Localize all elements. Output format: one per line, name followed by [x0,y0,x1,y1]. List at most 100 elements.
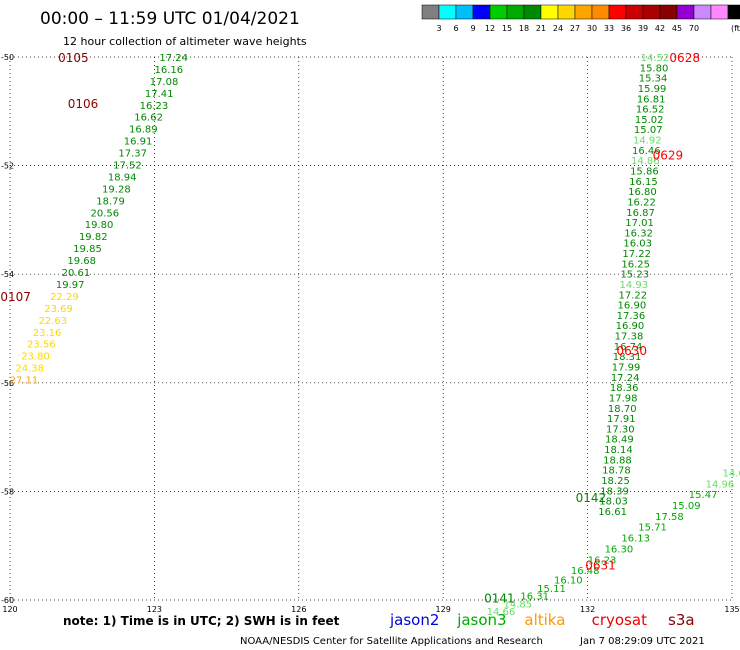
colorbar-swatch [523,4,542,20]
wave-height-value: 18.94 [108,172,137,183]
colorbar-swatch [472,4,491,20]
wave-height-value: 18.79 [96,196,125,207]
wave-height-value: 17.01 [625,218,654,229]
wave-height-value: 17.99 [612,363,641,374]
x-tick-label: 120 [2,605,17,614]
wave-height-value: 14.92 [633,136,662,147]
y-tick-label: -56 [1,379,14,388]
wave-height-value: 16.46 [632,146,661,157]
wave-height-value: 17.36 [617,311,646,322]
wave-height-value: 17.24 [159,53,188,64]
wave-height-value: 16.10 [554,575,583,586]
wave-height-value: 15.86 [630,166,659,177]
wave-height-value: 16.48 [571,566,600,577]
plot-grid [9,56,733,601]
wave-height-value: 16.90 [618,301,647,312]
wave-height-value: 17.37 [118,149,147,160]
axis-ticks: 120 123 126 129 132 135 -50 -52 -54 -56 -58 -60 [1,53,740,614]
colorbar-swatch [489,4,508,20]
colorbar-label: 45 [672,24,682,33]
colorbar-label: 30 [587,24,597,33]
wave-height-value: 15.80 [640,63,669,74]
wave-height-value: 16.80 [628,187,657,198]
wave-height-value: 16.23 [140,101,169,112]
wave-height-value: 16.30 [605,544,634,555]
footer-timestamp: Jan 7 08:29:09 UTC 2021 [579,636,705,647]
colorbar-swatch [591,4,610,20]
legend-entry: jason3 [456,611,506,629]
wave-height-value: 19.68 [67,256,96,267]
colorbar-swatch [642,4,661,20]
wave-height-value: 15.71 [638,523,667,534]
legend-entry: jason2 [389,611,439,629]
wave-height-value: 19.80 [85,220,114,231]
wave-height-value: 18.03 [599,497,628,508]
time-label: 0629 [653,149,684,163]
wave-height-value: 15.99 [638,84,667,95]
wave-height-value: 18.14 [604,445,633,456]
colorbar-swatch [659,4,678,20]
wave-height-value: 23.69 [44,304,73,315]
time-label: 0107 [0,290,31,304]
legend: jason2 jason3 altika cryosat s3a [389,611,695,629]
colorbar-swatch [693,4,712,20]
colorbar-label: 21 [536,24,546,33]
time-labels: 0105 0106 0107 0628 0629 0630 0631 0142 0141 [0,51,700,605]
colorbar-label: 18 [519,24,529,33]
colorbar-label: 27 [570,24,580,33]
time-label: 0106 [68,97,99,111]
chart-title: 00:00 – 11:59 UTC 01/04/2021 [40,9,300,29]
wave-height-value: 19.82 [79,232,108,243]
time-label: 0630 [616,344,647,358]
wave-height-value: 18.70 [608,404,637,415]
colorbar-swatch [727,4,740,20]
x-tick-label: 129 [436,605,451,614]
wave-height-value: 18.78 [602,466,631,477]
wave-height-value: 22.63 [39,316,68,327]
wave-height-value: 16.62 [134,113,163,124]
wave-height-value: 16.16 [155,65,184,76]
wave-height-value: 18.36 [610,383,639,394]
wave-height-value: 19.85 [73,244,102,255]
wave-height-value: 18.88 [603,455,632,466]
wave-height-value: 23.56 [27,340,56,351]
y-tick-label: -60 [1,596,14,605]
wave-height-value: 16.25 [621,259,650,270]
wave-height-value: 17.30 [606,424,635,435]
x-tick-label: 126 [291,605,306,614]
wave-height-value: 17.22 [619,290,648,301]
wave-height-value: 15.02 [635,115,664,126]
wave-height-value: 16.31 [520,592,549,603]
wave-height-value: 15.11 [537,584,566,595]
colorbar-label: 33 [604,24,614,33]
wave-height-value: 18.31 [613,352,642,363]
wave-height-value: 16.03 [623,239,652,250]
chart-subtitle: 12 hour collection of altimeter wave hei… [63,35,307,48]
wave-height-value: 17.41 [145,89,174,100]
wave-height-value: 15.09 [672,501,701,512]
wave-height-value: 16.23 [588,555,617,566]
wave-height-value: 16.13 [621,534,650,545]
wave-height-value: 16.52 [636,105,665,116]
time-label: 0141 [484,591,515,605]
wave-height-value: 19.28 [102,184,131,195]
wave-height-value: 16.15 [629,177,658,188]
wave-height-value: 16.22 [627,197,656,208]
colorbar-swatch [676,4,695,20]
wave-height-value: 18.25 [601,476,630,487]
wave-height-value: 27.11 [10,376,39,387]
colorbar-swatch [574,4,593,20]
colorbar-label: 15 [502,24,512,33]
time-label: 0631 [585,559,616,573]
legend-entry: altika [524,611,565,629]
wave-height-value: 22.29 [50,292,79,303]
colorbar-label: 70 [689,24,699,33]
wave-height-value: 17.98 [609,393,638,404]
wave-height-value: 17.22 [622,249,651,260]
colorbar-swatch [540,4,559,20]
colorbar-swatch [506,4,525,20]
wave-height-value: 17.91 [607,414,636,425]
colorbar-label: 3 [436,24,441,33]
wave-height-value: 17.08 [150,77,179,88]
